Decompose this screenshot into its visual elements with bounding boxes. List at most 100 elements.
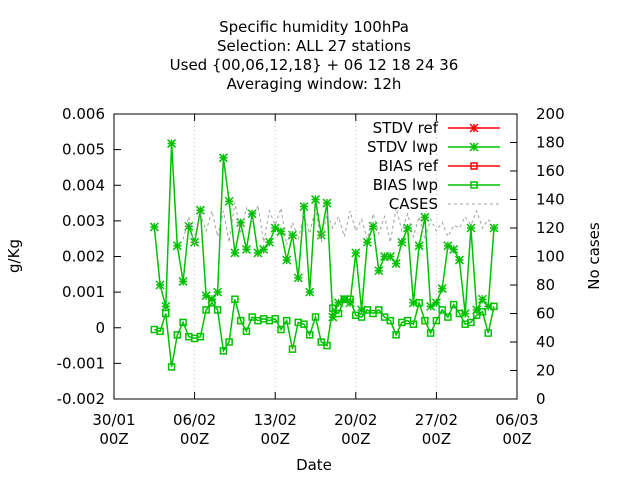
data-point [431,298,441,308]
data-point [178,276,188,286]
y-tick-label: 0.001 [62,283,105,301]
data-point [368,221,378,231]
data-point [421,316,429,325]
data-point [172,241,182,251]
y2-tick-label: 40 [536,333,555,351]
data-point [202,306,210,314]
data-point [156,327,164,336]
x-tick-label: 06/02 [173,411,216,429]
y-tick-label: 0.004 [62,176,105,194]
y2-tick-label: 100 [536,248,565,266]
data-point [392,331,400,339]
data-point [231,295,239,303]
x-tick-label-hour: 00Z [99,430,128,448]
x-tick-label-hour: 00Z [422,430,451,448]
data-point [213,287,223,297]
data-point [385,251,395,262]
data-point [426,329,435,337]
data-point [225,338,233,346]
y-axis-label: g/Kg [5,239,23,273]
x-tick-label-hour: 00Z [261,430,290,448]
data-point [276,227,286,237]
chart-title-line-3: Averaging window: 12h [227,75,402,93]
data-point [173,331,182,339]
data-point [242,327,251,336]
y-tick-label: 0.003 [62,212,105,230]
data-point [323,341,331,350]
y2-tick-label: 60 [536,305,555,323]
data-point [478,307,487,316]
data-point [271,315,279,323]
data-point [470,181,478,189]
data-point [466,223,476,233]
data-point [375,306,383,314]
data-point [219,347,228,355]
data-point [322,198,332,208]
data-point [316,230,326,240]
data-point [469,142,479,152]
data-point [414,241,424,251]
data-point [351,248,361,258]
data-point [362,237,372,247]
data-point [195,205,205,215]
y2-axis-label: No cases [585,222,603,290]
series-cases [182,202,495,246]
legend-label: BIAS ref [378,157,438,175]
data-point [420,212,430,222]
y-tick-label: 0.002 [62,248,105,266]
data-point [236,316,245,325]
x-tick-label: 06/03 [495,411,538,429]
data-point [455,309,464,318]
data-point [438,306,446,314]
data-point [374,266,384,276]
y2-tick-label: 200 [536,105,565,123]
series-stdv-lwp [149,139,499,322]
data-point [311,313,320,321]
data-point [149,222,159,232]
data-point [259,244,269,254]
legend-label: STDV ref [373,119,439,137]
data-point [444,313,452,321]
data-point [454,255,464,265]
y-tick-label: -0.001 [57,354,105,372]
data-point [155,280,165,290]
y-tick-label: 0.005 [62,141,105,159]
x-tick-label: 30/01 [92,411,135,429]
x-tick-label: 27/02 [415,411,458,429]
data-point [310,194,321,205]
data-point [224,196,234,206]
data-point [305,331,314,339]
y-tick-label: -0.002 [57,390,105,408]
data-point [415,299,423,307]
y2-tick-label: 160 [536,162,565,180]
data-point [346,295,354,303]
y2-tick-label: 180 [536,134,565,152]
data-point [467,318,475,327]
data-point [167,363,176,371]
legend-label: CASES [389,195,438,213]
data-point [437,284,447,294]
data-point [449,300,458,309]
data-point [162,309,170,318]
y2-tick-label: 80 [536,276,555,294]
data-point [490,302,498,311]
x-tick-label: 20/02 [334,411,377,429]
x-tick-label-hour: 00Z [180,430,209,448]
data-point [329,304,337,312]
x-axis-label: Date [296,456,332,474]
data-point [167,139,177,149]
data-point [288,345,297,353]
chart-title-line-0: Specific humidity 100hPa [219,18,409,36]
data-point [208,299,216,307]
y2-tick-label: 0 [536,390,546,408]
data-point [469,123,479,133]
series-layer [149,139,499,371]
y2-tick-label: 120 [536,219,565,237]
chart-title-line-2: Used {00,06,12,18} + 06 12 18 24 36 [170,56,459,74]
data-point [196,332,205,341]
y2-tick-label: 140 [536,191,565,209]
x-tick-label-hour: 00Z [502,430,531,448]
